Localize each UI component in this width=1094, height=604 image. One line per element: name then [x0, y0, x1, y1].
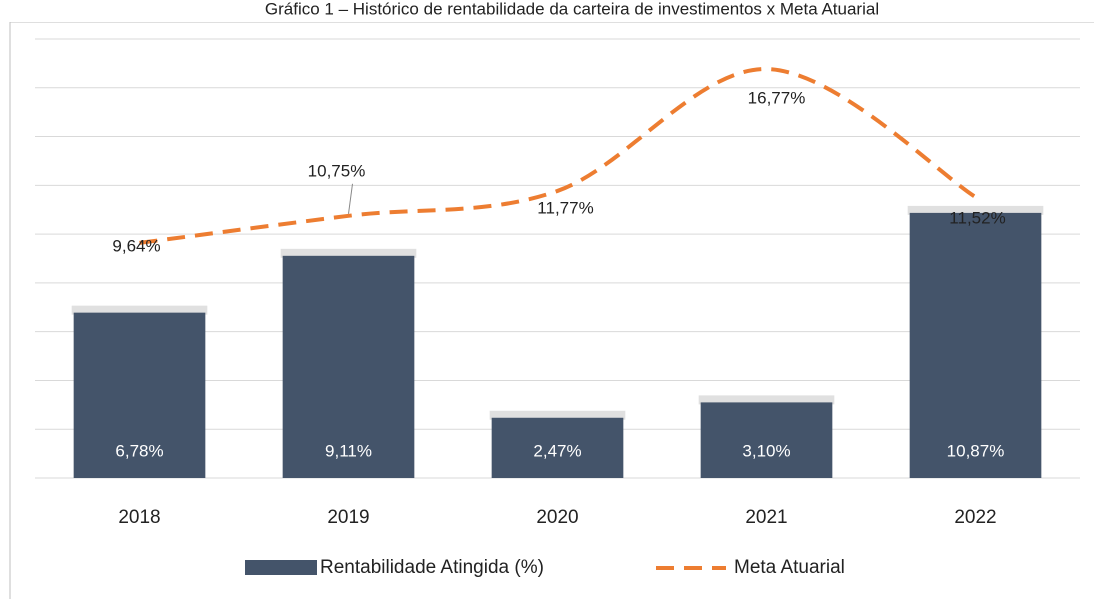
- bar-value-label: 10,87%: [947, 441, 1005, 460]
- bar-shadow: [71, 305, 208, 315]
- bar: [491, 417, 624, 478]
- title-area: [0, 0, 1094, 22]
- line: [139, 66, 977, 245]
- bar: [282, 255, 415, 478]
- x-tick-label: 2020: [536, 507, 578, 528]
- bar-shadow: [907, 205, 1044, 215]
- bar-value-label: 2,47%: [533, 441, 581, 460]
- bar-value-label: 6,78%: [115, 441, 163, 460]
- bar-value-label: 3,10%: [742, 441, 790, 460]
- bar-shadow: [280, 248, 417, 258]
- bar-value-label: 9,11%: [325, 441, 372, 460]
- bar: [909, 212, 1042, 479]
- x-tick-label: 2022: [954, 507, 996, 528]
- legend-label: Rentabilidade Atingida (%): [320, 557, 544, 578]
- bar: [700, 402, 833, 478]
- leader-line: [348, 183, 353, 214]
- line-value-label: 16,77%: [748, 88, 806, 107]
- legend-label: Meta Atuarial: [734, 557, 845, 578]
- bar-shadow: [489, 410, 626, 420]
- bar-shadow: [698, 395, 835, 405]
- line-value-label: 10,75%: [308, 161, 366, 180]
- line-value-label: 11,52%: [949, 209, 1005, 228]
- line-value-label: 11,77%: [537, 198, 593, 217]
- line-value-label: 9,64%: [112, 236, 160, 255]
- chart-title: Gráfico 1 – Histórico de rentabilidade d…: [265, 0, 879, 18]
- x-tick-label: 2021: [745, 507, 787, 528]
- bar: [73, 312, 206, 478]
- x-tick-label: 2018: [118, 507, 160, 528]
- legend-swatch: [245, 560, 317, 575]
- x-tick-label: 2019: [327, 507, 369, 528]
